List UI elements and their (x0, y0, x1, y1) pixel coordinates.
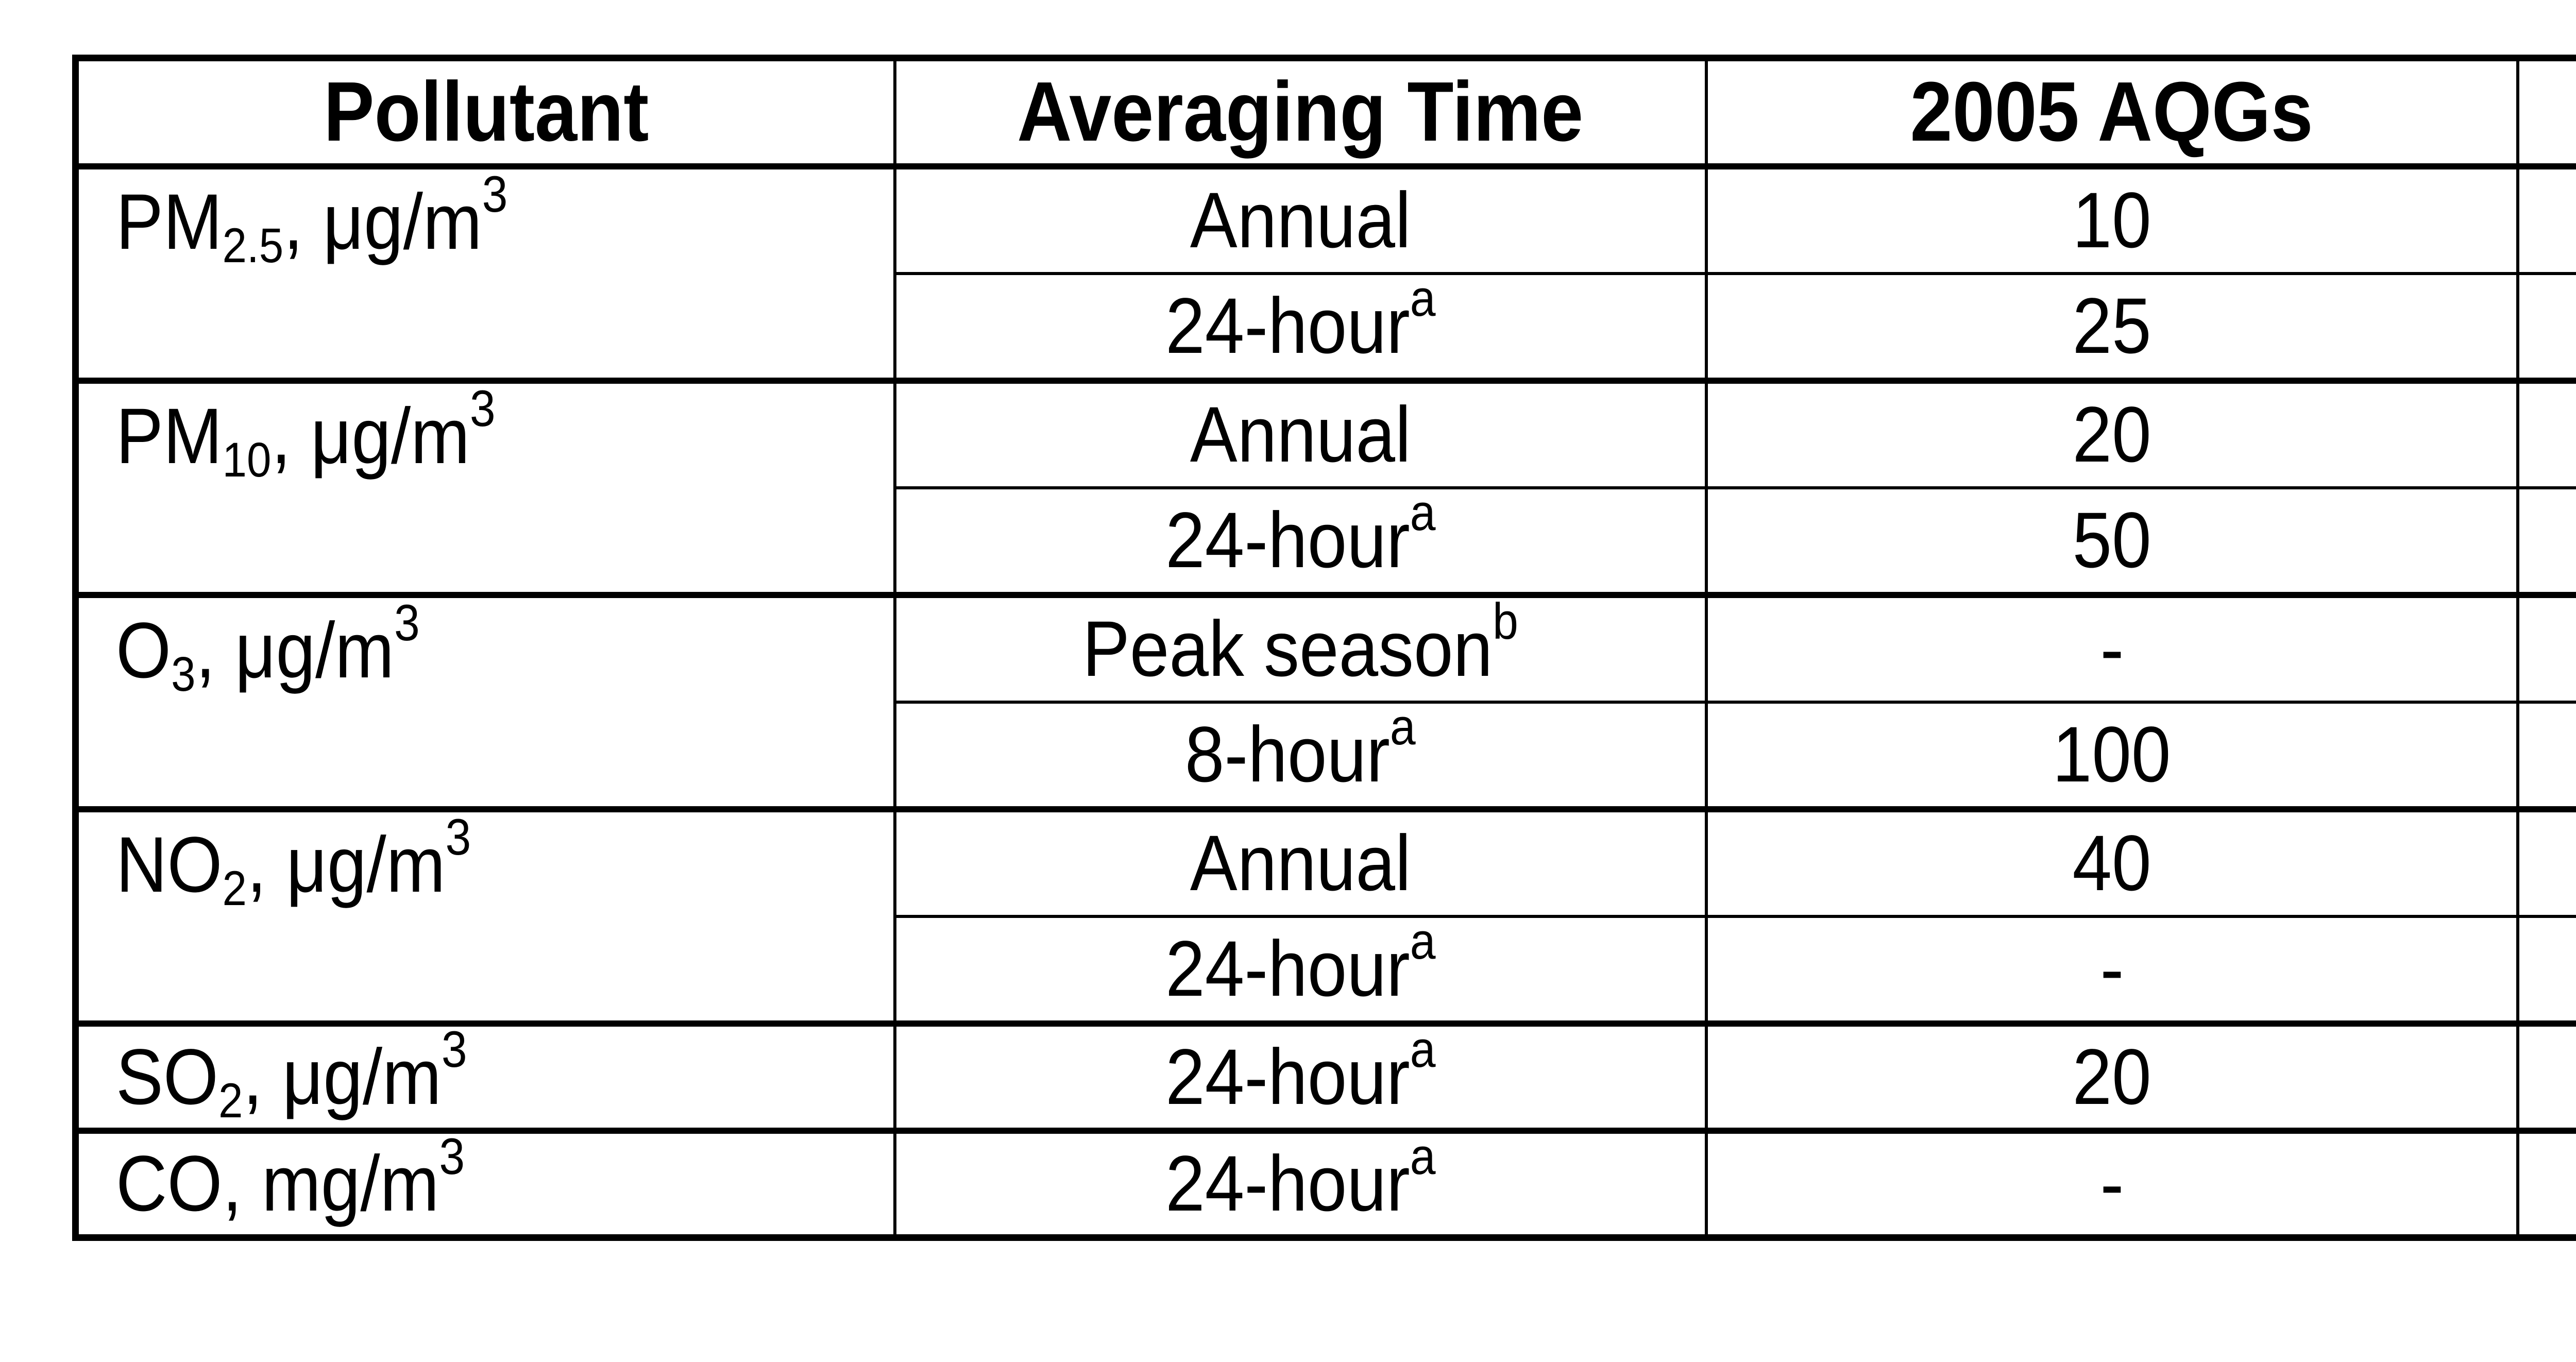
header-pollutant: Pollutant (74, 56, 896, 169)
value-2005-co-24hour: - (1704, 1127, 2519, 1239)
table-row-so2-24hour: SO2, μg/m3 24-houra 20 40 (74, 1020, 2576, 1132)
table-row-pm10-24hour: 24-houra 50 45 (76, 486, 2576, 597)
value-2021-o3-peakseason: 60 (2516, 591, 2576, 704)
table-row-pm25-24hour: 24-houra 25 15 (76, 271, 2576, 382)
pollutant-cell-no2: NO2, μg/m3 (74, 806, 896, 1025)
table-row-co-24hour: CO, mg/m3 24-houra - 4 (74, 1127, 2576, 1239)
time-cell-pm10-24hour: 24-houra (893, 486, 1708, 597)
time-cell-pm25-24hour: 24-houra (893, 271, 1708, 382)
time-cell-no2-annual: Annual (893, 806, 1708, 918)
value-2005-no2-annual: 40 (1704, 806, 2519, 918)
pollutant-cell-pm25: PM2.5, μg/m3 (74, 163, 896, 382)
value-2021-pm25-24hour: 15 (2516, 271, 2576, 382)
value-2005-o3-8hour: 100 (1704, 700, 2519, 811)
value-2021-no2-annual: 10 (2516, 806, 2576, 918)
aqg-comparison-table: Pollutant Averaging Time 2005 AQGs 2021 … (72, 55, 2576, 1241)
pollutant-cell-o3: O3, μg/m3 (74, 591, 896, 811)
table-row-no2-annual: NO2, μg/m3 Annual 40 10 (74, 806, 2576, 1025)
value-2005-pm25-24hour: 25 (1704, 271, 2519, 382)
time-cell-pm10-annual: Annual (893, 377, 1708, 489)
value-2005-so2-24hour: 20 (1704, 1020, 2519, 1132)
value-2005-no2-24hour: - (1704, 914, 2519, 1025)
table-row-pm25-annual: PM2.5, μg/m3 Annual 10 5 (74, 163, 2576, 382)
table-row-pm10-annual: PM10, μg/m3 Annual 20 15 (74, 377, 2576, 597)
value-2021-no2-24hour: 25 (2516, 914, 2576, 1025)
header-2021-aqgs: 2021 AQGs (2516, 56, 2576, 169)
value-2021-so2-24hour: 40 (2516, 1020, 2576, 1132)
pollutant-cell-pm10: PM10, μg/m3 (74, 377, 896, 597)
value-2021-pm25-annual: 5 (2516, 163, 2576, 275)
table-row-o3-8hour: 8-houra 100 100 (76, 700, 2576, 811)
value-2005-pm10-24hour: 50 (1704, 486, 2519, 597)
value-2021-co-24hour: 4 (2516, 1127, 2576, 1239)
time-cell-so2-24hour: 24-houra (893, 1020, 1708, 1132)
value-2021-pm10-annual: 15 (2516, 377, 2576, 489)
value-2005-o3-peakseason: - (1704, 591, 2519, 704)
pollutant-cell-co: CO, mg/m3 (74, 1127, 896, 1239)
time-cell-o3-peakseason: Peak seasonb (893, 591, 1708, 704)
time-cell-co-24hour: 24-houra (893, 1127, 1708, 1239)
table-row-o3-peakseason: O3, μg/m3 Peak seasonb - 60 (74, 591, 2576, 811)
value-2021-pm10-24hour: 45 (2516, 486, 2576, 597)
header-2005-aqgs: 2005 AQGs (1704, 56, 2519, 169)
value-2021-o3-8hour: 100 (2516, 700, 2576, 811)
pollutant-cell-so2: SO2, μg/m3 (74, 1020, 896, 1132)
header-averaging-time: Averaging Time (893, 56, 1708, 169)
time-cell-o3-8hour: 8-houra (893, 700, 1708, 811)
value-2005-pm10-annual: 20 (1704, 377, 2519, 489)
value-2005-pm25-annual: 10 (1704, 163, 2519, 275)
time-cell-pm25-annual: Annual (893, 163, 1708, 275)
table-row-no2-24hour: 24-houra - 25 (76, 914, 2576, 1025)
time-cell-no2-24hour: 24-houra (893, 914, 1708, 1025)
header-row: Pollutant Averaging Time 2005 AQGs 2021 … (74, 56, 2576, 169)
